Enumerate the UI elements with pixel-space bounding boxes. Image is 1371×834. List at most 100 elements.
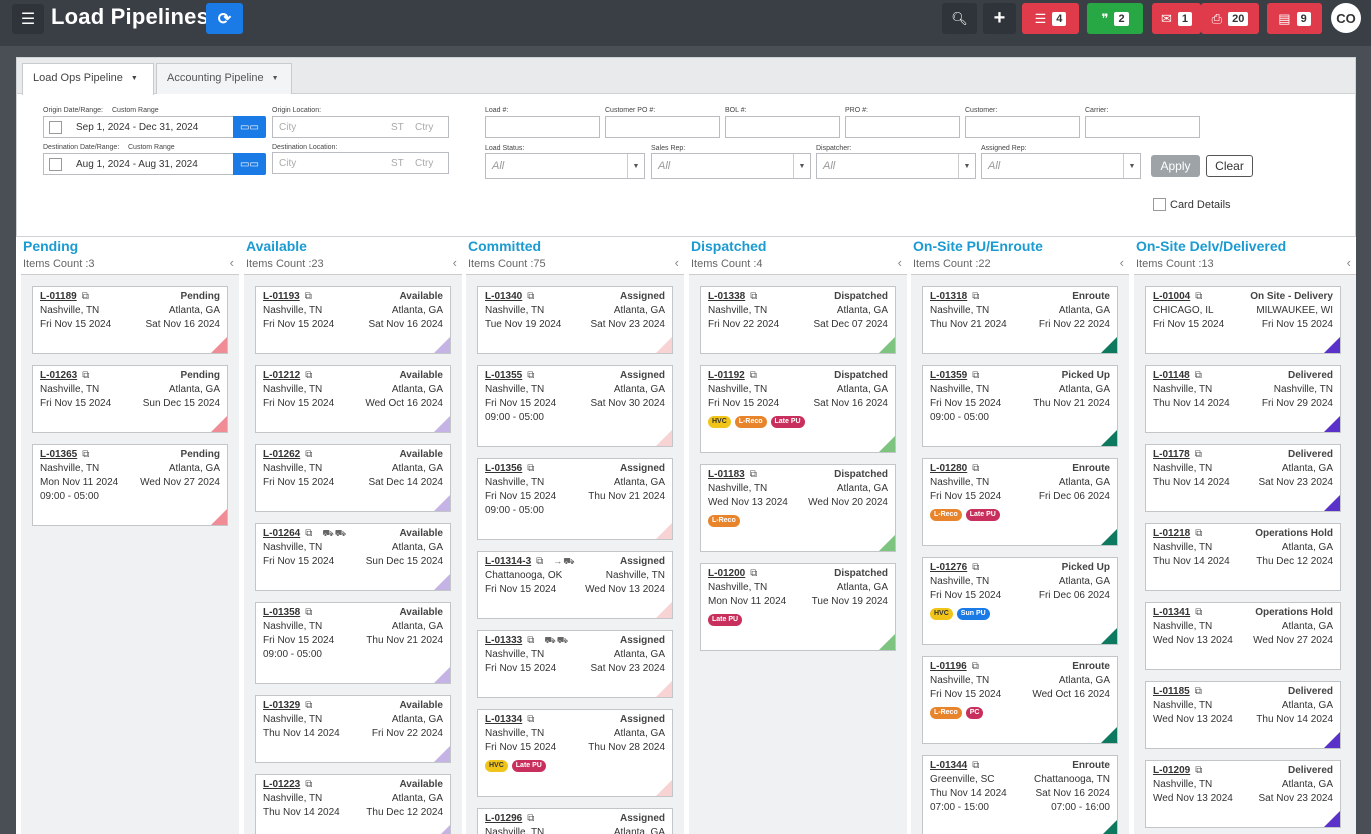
- clear-button[interactable]: Clear: [1206, 155, 1253, 177]
- external-link-icon[interactable]: ⧉: [82, 370, 90, 381]
- external-link-icon[interactable]: ⧉: [304, 291, 312, 302]
- external-link-icon[interactable]: ⧉: [1195, 607, 1203, 618]
- collapse-chevron-icon[interactable]: ‹: [1346, 255, 1351, 270]
- quotes-button[interactable]: ❞ 2: [1087, 3, 1143, 34]
- external-link-icon[interactable]: ⧉: [750, 568, 758, 579]
- load-card[interactable]: L-01329 ⧉ Available Nashville, TN Atlanta, G…: [255, 695, 451, 763]
- sales-rep-select[interactable]: All ▼: [651, 153, 811, 179]
- load-id-link[interactable]: L-01341: [1153, 607, 1191, 618]
- load-card[interactable]: L-01004 ⧉ On Site - Delivery CHICAGO, IL MIL…: [1145, 286, 1341, 354]
- pro-input[interactable]: [845, 116, 960, 138]
- load-card[interactable]: L-01341 ⧉ Operations Hold Nashville, TN Atla…: [1145, 602, 1341, 670]
- load-card[interactable]: L-01193 ⧉ Available Nashville, TN Atlanta, G…: [255, 286, 451, 354]
- external-link-icon[interactable]: ⧉: [527, 714, 535, 725]
- external-link-icon[interactable]: ⧉: [972, 370, 980, 381]
- load-id-link[interactable]: L-01340: [485, 291, 523, 302]
- documents-button[interactable]: ▤ 9: [1267, 3, 1322, 34]
- collapse-chevron-icon[interactable]: ‹: [452, 255, 457, 270]
- load-id-link[interactable]: L-01192: [708, 370, 745, 381]
- load-card[interactable]: L-01218 ⧉ Operations Hold Nashville, TN Atla…: [1145, 523, 1341, 591]
- load-id-link[interactable]: L-01280: [930, 463, 968, 474]
- external-link-icon[interactable]: ⧉: [1195, 291, 1203, 302]
- tasks-button[interactable]: ☰ 4: [1022, 3, 1079, 34]
- external-link-icon[interactable]: ⧉: [1194, 370, 1202, 381]
- printer-button[interactable]: ⎙ 20: [1201, 3, 1259, 34]
- load-card[interactable]: L-01148 ⧉ Delivered Nashville, TN Nashville,…: [1145, 365, 1341, 433]
- load-id-link[interactable]: L-01223: [263, 779, 301, 790]
- load-card[interactable]: L-01262 ⧉ Available Nashville, TN Atlanta, G…: [255, 444, 451, 512]
- external-link-icon[interactable]: ⧉: [972, 562, 980, 573]
- dest-date-checkbox[interactable]: [49, 158, 62, 171]
- load-card[interactable]: L-01333 ⧉ ⛟⛟ Assigned Nashville, TN Atlanta, …: [477, 630, 673, 698]
- external-link-icon[interactable]: ⧉: [527, 813, 535, 824]
- load-id-link[interactable]: L-01365: [40, 449, 78, 460]
- load-id-link[interactable]: L-01318: [930, 291, 968, 302]
- origin-calendar-button[interactable]: ▭▭: [233, 116, 266, 138]
- assigned-rep-select[interactable]: All ▼: [981, 153, 1141, 179]
- load-card[interactable]: L-01178 ⧉ Delivered Nashville, TN Atlanta, G…: [1145, 444, 1341, 512]
- external-link-icon[interactable]: ⧉: [305, 449, 313, 460]
- collapse-chevron-icon[interactable]: ‹: [674, 255, 679, 270]
- external-link-icon[interactable]: ⧉: [1195, 765, 1203, 776]
- load-id-link[interactable]: L-01276: [930, 562, 968, 573]
- load-card[interactable]: L-01314-3 ⧉ →⛟ Assigned Chattanooga, OK Nashv…: [477, 551, 673, 619]
- load-id-link[interactable]: L-01212: [263, 370, 301, 381]
- load-card[interactable]: L-01212 ⧉ Available Nashville, TN Atlanta, G…: [255, 365, 451, 433]
- external-link-icon[interactable]: ⧉: [749, 469, 757, 480]
- load-card[interactable]: L-01355 ⧉ Assigned Nashville, TN Atlanta, GA…: [477, 365, 673, 447]
- origin-date-checkbox[interactable]: [49, 121, 62, 134]
- load-id-link[interactable]: L-01296: [485, 813, 523, 824]
- load-card[interactable]: L-01280 ⧉ Enroute Nashville, TN Atlanta, GA F…: [922, 458, 1118, 546]
- load-card[interactable]: L-01359 ⧉ Picked Up Nashville, TN Atlanta, G…: [922, 365, 1118, 447]
- bol-input[interactable]: [725, 116, 840, 138]
- tab-accounting-pipeline[interactable]: Accounting Pipeline ▼: [156, 63, 292, 94]
- origin-location-input[interactable]: City ST Ctry: [272, 116, 449, 138]
- load-card[interactable]: L-01200 ⧉ Dispatched Nashville, TN Atlanta, …: [700, 563, 896, 651]
- external-link-icon[interactable]: ⧉: [527, 463, 535, 474]
- carrier-input[interactable]: [1085, 116, 1200, 138]
- menu-icon[interactable]: ☰: [12, 4, 44, 34]
- load-card[interactable]: L-01356 ⧉ Assigned Nashville, TN Atlanta, GA…: [477, 458, 673, 540]
- load-id-link[interactable]: L-01196: [930, 661, 967, 672]
- external-link-icon[interactable]: ⧉: [305, 607, 313, 618]
- load-id-link[interactable]: L-01314-3: [485, 556, 532, 567]
- add-button[interactable]: +: [983, 3, 1016, 34]
- load-id-link[interactable]: L-01264: [263, 528, 301, 539]
- external-link-icon[interactable]: ⧉: [749, 370, 757, 381]
- collapse-chevron-icon[interactable]: ‹: [897, 255, 902, 270]
- load-id-link[interactable]: L-01329: [263, 700, 301, 711]
- load-id-link[interactable]: L-01189: [40, 291, 77, 302]
- avatar[interactable]: CO: [1331, 3, 1361, 33]
- external-link-icon[interactable]: ⧉: [305, 700, 313, 711]
- external-link-icon[interactable]: ⧉: [972, 463, 980, 474]
- load-number-input[interactable]: [485, 116, 600, 138]
- external-link-icon[interactable]: ⧉: [305, 779, 313, 790]
- external-link-icon[interactable]: ⧉: [750, 291, 758, 302]
- apply-button[interactable]: Apply: [1151, 155, 1200, 177]
- load-card[interactable]: L-01318 ⧉ Enroute Nashville, TN Atlanta, GA T…: [922, 286, 1118, 354]
- load-card[interactable]: L-01334 ⧉ Assigned Nashville, TN Atlanta, GA…: [477, 709, 673, 797]
- load-card[interactable]: L-01365 ⧉ Pending Nashville, TN Atlanta, GA M…: [32, 444, 228, 526]
- mail-button[interactable]: ✉ 1: [1152, 3, 1201, 34]
- load-card[interactable]: L-01296 ⧉ Assigned Nashville, TN Atlanta, GA: [477, 808, 673, 834]
- load-id-link[interactable]: L-01359: [930, 370, 968, 381]
- external-link-icon[interactable]: ⧉: [527, 291, 535, 302]
- load-id-link[interactable]: L-01344: [930, 760, 968, 771]
- load-id-link[interactable]: L-01183: [708, 469, 745, 480]
- external-link-icon[interactable]: ⧉: [305, 528, 313, 539]
- load-card[interactable]: L-01263 ⧉ Pending Nashville, TN Atlanta, GA F…: [32, 365, 228, 433]
- external-link-icon[interactable]: ⧉: [82, 449, 90, 460]
- load-id-link[interactable]: L-01193: [263, 291, 300, 302]
- external-link-icon[interactable]: ⧉: [536, 556, 544, 567]
- load-id-link[interactable]: L-01148: [1153, 370, 1190, 381]
- external-link-icon[interactable]: ⧉: [1195, 528, 1203, 539]
- external-link-icon[interactable]: ⧉: [527, 370, 535, 381]
- load-id-link[interactable]: L-01333: [485, 635, 523, 646]
- external-link-icon[interactable]: ⧉: [972, 291, 980, 302]
- load-card[interactable]: L-01338 ⧉ Dispatched Nashville, TN Atlanta, …: [700, 286, 896, 354]
- load-id-link[interactable]: L-01356: [485, 463, 523, 474]
- load-card[interactable]: L-01183 ⧉ Dispatched Nashville, TN Atlanta, …: [700, 464, 896, 552]
- load-card[interactable]: L-01358 ⧉ Available Nashville, TN Atlanta, G…: [255, 602, 451, 684]
- load-id-link[interactable]: L-01355: [485, 370, 523, 381]
- refresh-button[interactable]: ⟳: [206, 3, 243, 34]
